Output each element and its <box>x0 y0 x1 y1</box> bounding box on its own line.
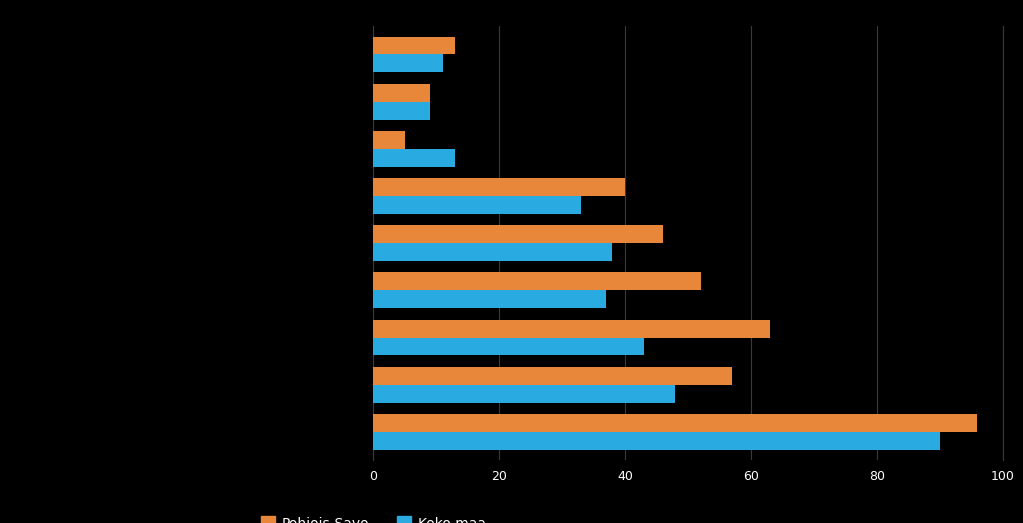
Bar <box>373 290 607 308</box>
Bar <box>373 414 977 432</box>
Bar <box>373 272 701 290</box>
Bar <box>373 337 643 356</box>
Bar <box>373 320 769 337</box>
Bar <box>373 37 455 54</box>
Bar <box>373 432 939 450</box>
Bar <box>373 243 613 261</box>
Legend: Pohjois-Savo, Koko maa: Pohjois-Savo, Koko maa <box>256 510 491 523</box>
Bar <box>373 225 663 243</box>
Bar <box>373 178 625 196</box>
Bar <box>373 367 732 385</box>
Bar <box>373 54 443 72</box>
Bar <box>373 101 430 120</box>
Bar <box>373 84 430 101</box>
Bar <box>373 131 405 149</box>
Bar <box>373 385 675 403</box>
Bar <box>373 149 455 167</box>
Bar <box>373 196 581 214</box>
